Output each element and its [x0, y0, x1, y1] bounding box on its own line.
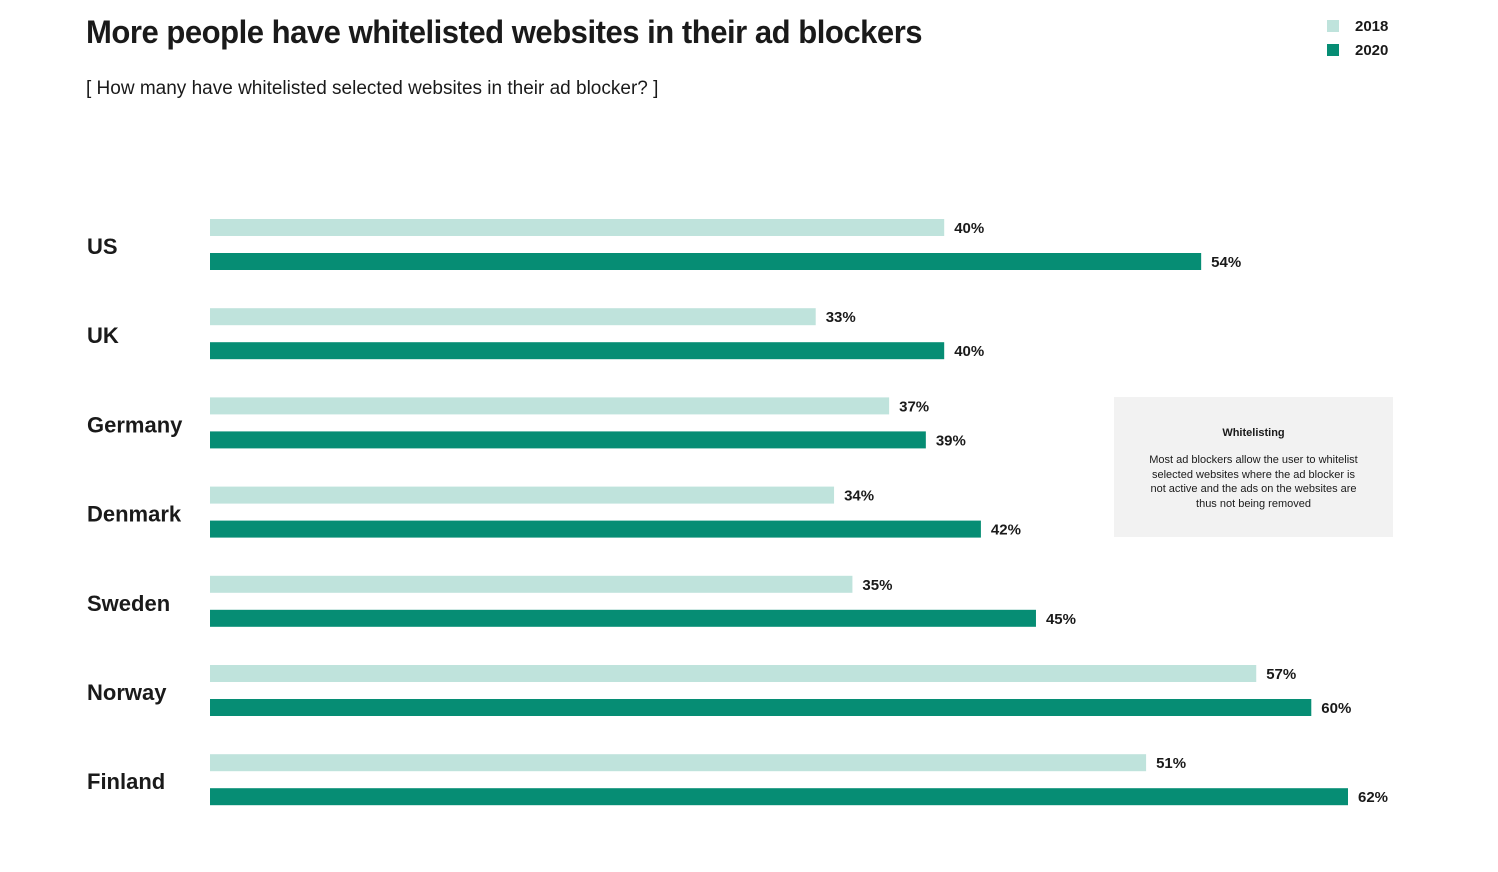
- bar-2020: [210, 253, 1202, 270]
- category-label: US: [87, 234, 118, 259]
- bar-2020: [210, 520, 981, 538]
- data-label: 51%: [1156, 755, 1186, 772]
- data-label: 62%: [1358, 789, 1388, 806]
- data-label: 34%: [844, 488, 874, 505]
- bar-2018: [210, 308, 816, 326]
- legend-item-2020: 2020: [1327, 42, 1388, 59]
- chart-title: More people have whitelisted websites in…: [86, 14, 923, 50]
- data-label: 33%: [826, 309, 856, 326]
- annotation-box: Whitelisting Most ad blockers allow the …: [1114, 397, 1393, 537]
- data-label: 35%: [862, 577, 892, 594]
- bar-2020: [210, 699, 1312, 716]
- bar-2020: [210, 342, 945, 360]
- category-label: Norway: [87, 680, 167, 705]
- legend-swatch: [1327, 20, 1339, 32]
- bar-2018: [210, 754, 1147, 772]
- category-label: Finland: [87, 769, 165, 794]
- data-label: 37%: [899, 398, 929, 415]
- legend-swatch: [1327, 44, 1339, 56]
- data-label: 57%: [1266, 666, 1296, 683]
- data-label: 60%: [1321, 700, 1351, 717]
- data-label: 54%: [1211, 254, 1241, 271]
- data-label: 40%: [954, 220, 984, 237]
- bar-2020: [210, 788, 1348, 806]
- legend-label: 2018: [1355, 18, 1389, 35]
- bar-2018: [210, 486, 835, 504]
- category-label: Sweden: [87, 591, 170, 616]
- category-label: UK: [87, 323, 119, 348]
- bar-2018: [210, 665, 1257, 682]
- bar-2018: [210, 397, 890, 415]
- legend-item-2018: 2018: [1327, 18, 1388, 35]
- data-label: 39%: [936, 432, 966, 449]
- bar-2018: [210, 575, 853, 593]
- bar-2018: [210, 219, 945, 236]
- data-label: 40%: [954, 343, 984, 360]
- annotation-body: Most ad blockers allow the user to white…: [1149, 454, 1358, 510]
- category-label: Denmark: [87, 502, 182, 527]
- bar-2020: [210, 609, 1036, 627]
- category-label: Germany: [87, 412, 183, 437]
- data-label: 42%: [991, 522, 1021, 539]
- legend-label: 2020: [1355, 42, 1389, 59]
- bar-2020: [210, 431, 926, 449]
- chart-subtitle: [ How many have whitelisted selected web…: [86, 78, 659, 99]
- data-label: 45%: [1046, 611, 1076, 628]
- annotation-title: Whitelisting: [1222, 427, 1285, 439]
